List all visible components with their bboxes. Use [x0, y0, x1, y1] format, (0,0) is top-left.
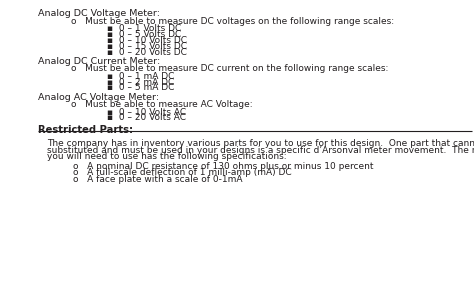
Text: o   Must be able to measure DC voltages on the following range scales:: o Must be able to measure DC voltages on…	[71, 17, 394, 26]
Text: ▪  0 – 10 Volts AC: ▪ 0 – 10 Volts AC	[107, 108, 186, 117]
Text: The company has in inventory various parts for you to use for this design.  One : The company has in inventory various par…	[47, 139, 474, 148]
Text: o   A nominal DC resistance of 130 ohms plus or minus 10 percent: o A nominal DC resistance of 130 ohms pl…	[73, 162, 374, 171]
Text: ▪  0 – 5 Volts DC: ▪ 0 – 5 Volts DC	[107, 30, 181, 39]
Text: ▪  0 – 15 Volts DC: ▪ 0 – 15 Volts DC	[107, 42, 187, 51]
Text: Analog DC Current Meter:: Analog DC Current Meter:	[38, 57, 160, 66]
Text: Restricted Parts:: Restricted Parts:	[38, 125, 133, 135]
Text: substituted and must be used in your designs is a specific d’Arsonval meter move: substituted and must be used in your des…	[47, 146, 474, 155]
Text: Analog DC Voltage Meter:: Analog DC Voltage Meter:	[38, 9, 160, 19]
Text: o   A full-scale deflection of 1 milli-amp (mA) DC: o A full-scale deflection of 1 milli-amp…	[73, 168, 292, 177]
Text: you will need to use has the following specifications:: you will need to use has the following s…	[47, 152, 287, 161]
Text: o   Must be able to measure DC current on the following range scales:: o Must be able to measure DC current on …	[71, 64, 389, 74]
Text: Analog AC Voltage Meter:: Analog AC Voltage Meter:	[38, 93, 159, 102]
Text: ▪  0 – 10 Volts DC: ▪ 0 – 10 Volts DC	[107, 36, 187, 45]
Text: ▪  0 – 20 Volts DC: ▪ 0 – 20 Volts DC	[107, 48, 187, 57]
Text: o   A face plate with a scale of 0-1mA: o A face plate with a scale of 0-1mA	[73, 175, 243, 184]
Text: o   Must be able to measure AC Voltage:: o Must be able to measure AC Voltage:	[71, 100, 253, 109]
Text: ▪  0 – 5 mA DC: ▪ 0 – 5 mA DC	[107, 83, 174, 93]
Text: ▪  0 – 1 mA DC: ▪ 0 – 1 mA DC	[107, 72, 174, 81]
Text: ▪  0 – 1 Volts DC: ▪ 0 – 1 Volts DC	[107, 24, 181, 33]
Text: ▪  0 – 2 mA DC: ▪ 0 – 2 mA DC	[107, 78, 174, 87]
Text: ▪  0 – 20 Volts AC: ▪ 0 – 20 Volts AC	[107, 113, 186, 123]
